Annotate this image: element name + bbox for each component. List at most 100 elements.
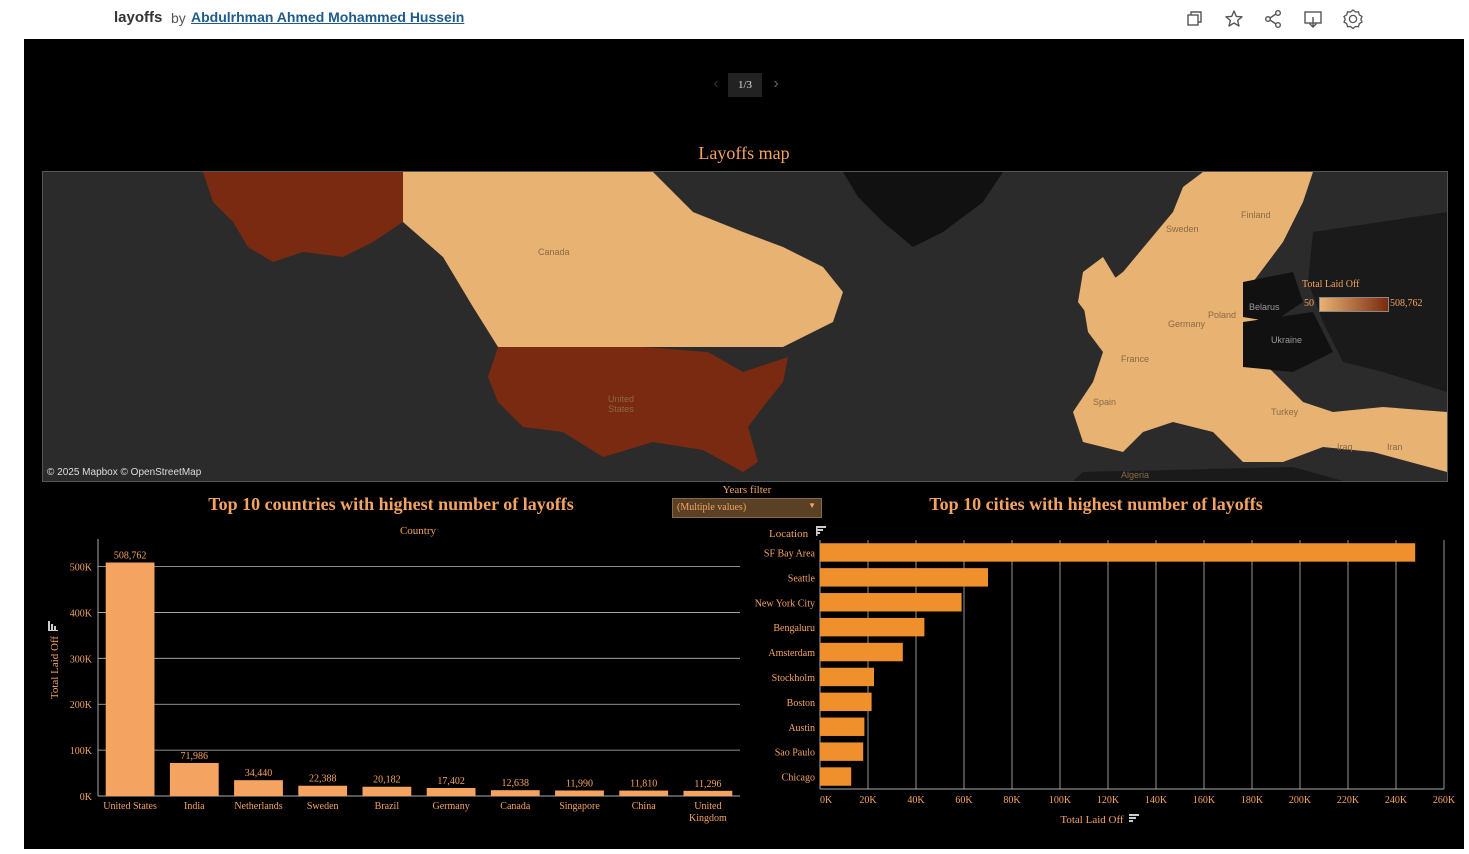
x-tick-label: 60K: [955, 795, 973, 806]
cities-bar-chart: Location 0K 20K 40K 60K 80K 100K 120K 140K 160K 1…: [755, 526, 1456, 826]
bar[interactable]: [234, 780, 283, 796]
y-tick-label: 400K: [70, 608, 93, 619]
bar[interactable]: [820, 692, 872, 712]
bar[interactable]: [820, 568, 988, 587]
x-tick-label: 220K: [1337, 795, 1360, 806]
prev-page-button[interactable]: ‹: [713, 75, 719, 92]
years-filter-label: Years filter: [722, 484, 772, 496]
x-tick-label: Singapore: [559, 801, 600, 812]
x-tick-label: 160K: [1193, 795, 1216, 806]
bar[interactable]: [820, 593, 962, 612]
map-label-finland: Finland: [1241, 210, 1271, 220]
bar[interactable]: [298, 785, 348, 796]
bar[interactable]: [490, 790, 540, 796]
canada-region: [193, 172, 843, 347]
x-tick-label: 100K: [1049, 795, 1072, 806]
bar[interactable]: [820, 742, 864, 761]
y-tick-label: Austin: [788, 723, 815, 734]
usa-region: [488, 347, 788, 472]
bar[interactable]: [105, 562, 155, 796]
map-label-sweden: Sweden: [1166, 224, 1199, 234]
map-label-turkey: Turkey: [1271, 407, 1299, 417]
sort-icon[interactable]: [48, 621, 58, 631]
page-indicator: 1/3: [728, 73, 762, 97]
cities-chart-title: Top 10 cities with highest number of lay…: [929, 494, 1263, 514]
y-tick-label: 100K: [70, 746, 93, 757]
x-tick-label: 120K: [1097, 795, 1120, 806]
europe-region: [1073, 172, 1447, 472]
x-tick-label: 260K: [1433, 795, 1456, 806]
bar[interactable]: [683, 790, 733, 796]
next-page-button[interactable]: ›: [773, 75, 779, 92]
y-tick-label: Bengaluru: [773, 623, 815, 634]
star-icon[interactable]: [1223, 8, 1245, 30]
cities-plot-area: 0K 20K 40K 60K 80K 100K 120K 140K 160K 180K 200K 22…: [755, 540, 1456, 826]
share-icon[interactable]: [1262, 8, 1284, 30]
story-pager: ‹ 1/3 ›: [707, 73, 807, 97]
x-tick-label: Kingdom: [689, 813, 727, 824]
x-tick-label: 0K: [820, 795, 833, 806]
x-tick-label: 180K: [1241, 795, 1264, 806]
bar[interactable]: [555, 790, 604, 796]
map-label-iran: Iran: [1387, 442, 1403, 452]
map-label-algeria: Algeria: [1121, 470, 1150, 480]
map-label-spain: Spain: [1093, 397, 1117, 407]
sort-icon[interactable]: [1129, 814, 1139, 822]
bar-value-label: 11,296: [694, 779, 721, 790]
x-tick-label: 40K: [907, 795, 925, 806]
x-tick-label: United: [694, 801, 721, 812]
map-label-france: France: [1121, 354, 1150, 364]
bar[interactable]: [820, 667, 874, 687]
y-tick-label: 300K: [70, 654, 93, 665]
x-axis-label: Total Laid Off: [1060, 814, 1124, 826]
bar[interactable]: [820, 617, 925, 637]
map-label-ukraine: Ukraine: [1271, 335, 1303, 345]
bar[interactable]: [820, 767, 852, 786]
bar[interactable]: [820, 717, 865, 736]
y-tick-label: SF Bay Area: [764, 548, 816, 559]
countries-chart-title: Top 10 countries with highest number of …: [208, 494, 574, 514]
sort-icon[interactable]: [816, 526, 826, 536]
legend-min: 50: [1304, 298, 1314, 309]
map-label-germany: Germany: [1168, 319, 1206, 329]
map-label-canada: Canada: [538, 247, 570, 257]
y-tick-label: Sao Paulo: [775, 748, 815, 759]
bar-value-label: 22,388: [309, 774, 337, 785]
download-icon[interactable]: [1302, 8, 1324, 30]
x-tick-label: China: [632, 801, 656, 812]
cities-row-header: Location: [769, 528, 809, 540]
x-tick-label: Netherlands: [234, 801, 282, 812]
bar-value-label: 17,402: [437, 776, 465, 787]
years-filter-value: (Multiple values): [677, 502, 747, 513]
bar[interactable]: [820, 642, 903, 662]
y-axis-label: Total Laid Off: [49, 636, 61, 700]
bar-value-label: 508,762: [114, 551, 147, 562]
y-tick-label: Amsterdam: [768, 648, 815, 659]
copy-icon[interactable]: [1183, 8, 1205, 30]
canada-islands: [473, 172, 603, 212]
x-tick-label: Brazil: [375, 801, 400, 812]
y-tick-label: Seattle: [788, 573, 816, 584]
years-filter-dropdown[interactable]: (Multiple values) ▼: [672, 498, 822, 518]
y-tick-label: Boston: [787, 698, 815, 709]
x-tick-label: 80K: [1003, 795, 1021, 806]
bar[interactable]: [619, 790, 669, 796]
legend-gradient: [1319, 297, 1389, 312]
bar-value-label: 34,440: [245, 768, 273, 779]
badge-icon[interactable]: [1342, 8, 1364, 30]
bar[interactable]: [169, 762, 219, 796]
bar[interactable]: [426, 788, 476, 796]
bar[interactable]: [362, 786, 412, 796]
bar-value-label: 11,990: [566, 778, 593, 789]
map-label-united-states: United States: [607, 394, 634, 414]
layoffs-map[interactable]: Canada United States Finland Belarus Ukr…: [42, 171, 1448, 482]
bar[interactable]: [820, 543, 1416, 562]
chevron-down-icon: ▼: [808, 501, 816, 510]
by-label: by: [171, 10, 186, 26]
bar-value-label: 20,182: [373, 775, 401, 786]
author-link[interactable]: Abdulrhman Ahmed Mohammed Hussein: [191, 9, 465, 25]
bar-value-label: 12,638: [502, 778, 530, 789]
x-tick-label: India: [184, 801, 205, 812]
y-tick-label: New York City: [755, 598, 815, 609]
y-tick-label: 500K: [70, 563, 93, 574]
